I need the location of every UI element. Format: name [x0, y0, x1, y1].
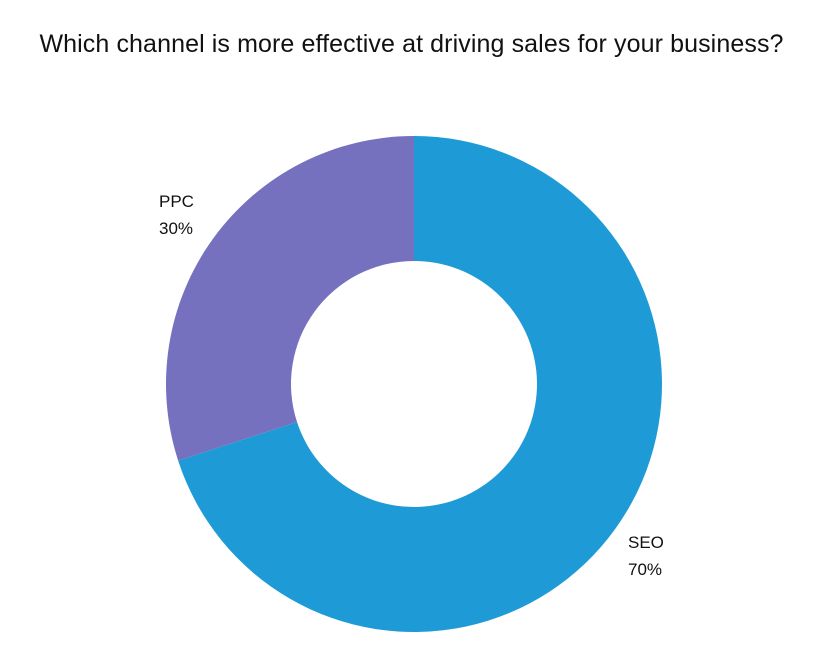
- chart-title: Which channel is more effective at drivi…: [39, 30, 784, 58]
- slice-ppc[interactable]: [166, 135, 414, 461]
- donut-slices: [166, 135, 662, 632]
- slice-value-seo: 70%: [628, 560, 662, 579]
- slice-label-ppc: PPC: [159, 192, 194, 211]
- slice-value-ppc: 30%: [159, 219, 193, 238]
- slice-seo[interactable]: [178, 136, 662, 632]
- donut-labels: SEO 70% PPC 30%: [159, 192, 664, 579]
- slice-label-seo: SEO: [628, 533, 664, 552]
